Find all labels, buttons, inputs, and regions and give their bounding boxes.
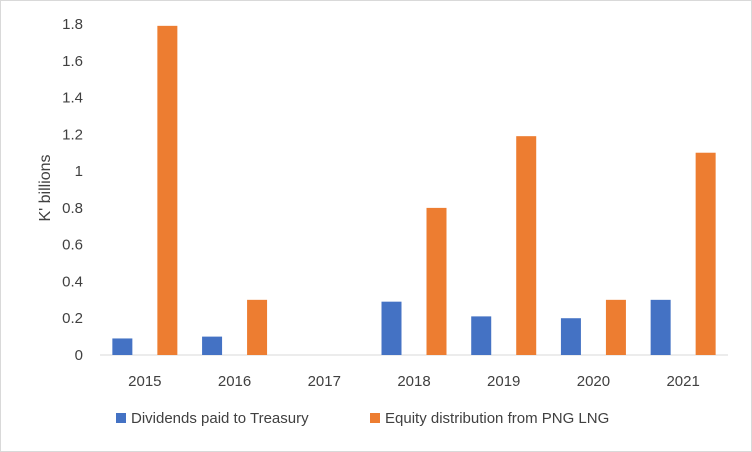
x-tick-label: 2021 xyxy=(666,373,699,390)
y-tick-label: 0 xyxy=(75,347,83,364)
x-tick-label: 2015 xyxy=(128,373,161,390)
y-tick-label: 0.6 xyxy=(62,237,83,254)
bar-equity-2020 xyxy=(605,299,626,355)
legend-swatch-dividends xyxy=(116,413,126,423)
y-tick-label: 0.8 xyxy=(62,200,83,217)
bar-equity-2015 xyxy=(157,25,178,355)
bar-dividends-2019 xyxy=(471,316,492,355)
legend-swatch-equity xyxy=(370,413,380,423)
y-tick-label: 1.2 xyxy=(62,126,83,143)
bar-equity-2016 xyxy=(247,299,268,355)
x-tick-label: 2017 xyxy=(308,373,341,390)
bar-dividends-2020 xyxy=(560,318,581,355)
x-tick-label: 2018 xyxy=(397,373,430,390)
legend-label-dividends: Dividends paid to Treasury xyxy=(131,410,309,427)
bar-dividends-2018 xyxy=(381,301,402,355)
y-axis-ticks: 0 0.2 0.4 0.6 0.8 1 1.2 1.4 1.6 1.8 xyxy=(62,16,83,364)
bar-equity-2021 xyxy=(695,152,716,355)
y-tick-label: 1.4 xyxy=(62,90,83,107)
bars xyxy=(112,25,716,355)
bar-dividends-2016 xyxy=(202,336,223,355)
bar-dividends-2021 xyxy=(650,299,671,355)
bar-equity-2019 xyxy=(516,136,537,355)
y-tick-label: 1 xyxy=(75,163,83,180)
y-tick-label: 1.8 xyxy=(62,16,83,33)
y-tick-label: 1.6 xyxy=(62,53,83,70)
y-tick-label: 0.2 xyxy=(62,310,83,327)
x-tick-label: 2016 xyxy=(218,373,251,390)
bar-equity-2018 xyxy=(426,207,447,355)
y-tick-label: 0.4 xyxy=(62,273,83,290)
y-axis-title: K' billions xyxy=(37,154,54,221)
x-tick-label: 2020 xyxy=(577,373,610,390)
x-tick-label: 2019 xyxy=(487,373,520,390)
bar-dividends-2015 xyxy=(112,338,133,355)
legend-label-equity: Equity distribution from PNG LNG xyxy=(385,410,609,427)
legend: Dividends paid to Treasury Equity distri… xyxy=(116,410,609,427)
x-axis-ticks: 2015 2016 2017 2018 2019 2020 2021 xyxy=(128,373,700,390)
